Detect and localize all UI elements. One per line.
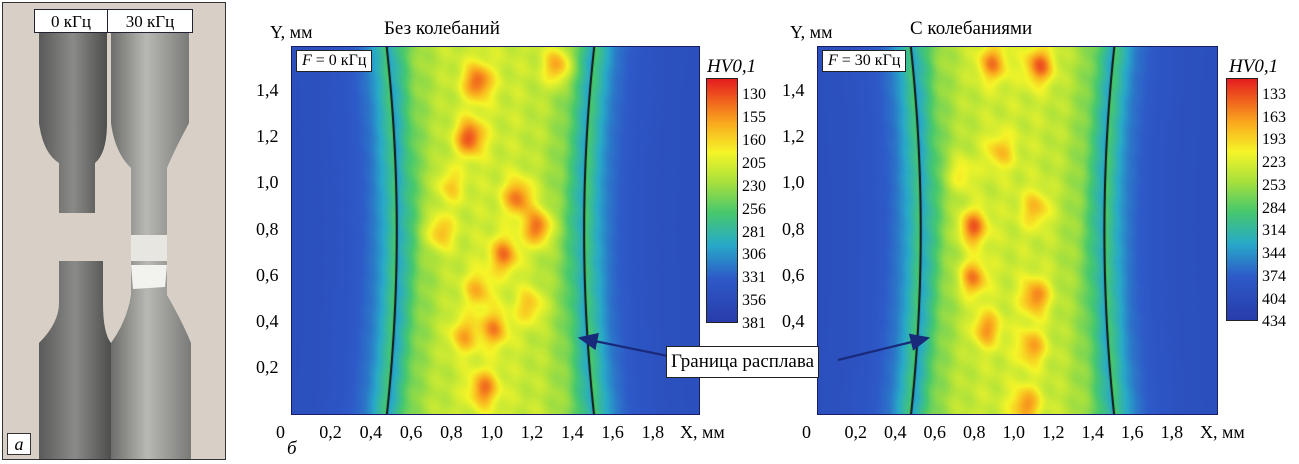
map2-colorbar-tick: 404 [1262,290,1286,308]
map1-colorbar-tick: 155 [742,108,766,126]
map2-x-axis-label: X, мм [1200,422,1245,442]
map1-y-tick: 0,8 [256,218,279,239]
map2-colorbar-tick: 344 [1262,245,1286,263]
map1-x-tick: 1,0 [480,422,503,442]
map2-x-tick: 0,6 [923,422,947,442]
map1-y-tick: 0,6 [256,264,279,285]
map1-frequency-tag: F = 0 кГц [296,50,373,72]
map2-y-tick: 1,4 [782,80,805,101]
specimen-photo-drawing [39,21,191,459]
map2-x-tick: 1,6 [1121,422,1144,442]
map2-freq-variable: F [828,52,838,69]
map1-colorbar-tick: 281 [742,223,766,241]
map1-colorbar-tick: 356 [742,292,766,310]
map2-colorbar-tick: 193 [1262,131,1286,149]
map1-colorbar-tick: 381 [742,315,766,333]
map1-hardness-map [291,46,700,415]
map2-y-tick: 1,0 [782,172,805,193]
map2-x-tick: 1,4 [1081,422,1105,442]
map1-x-axis-label: X, мм [680,422,725,442]
map2-y-axis-label: Y, мм [790,22,833,42]
map1-colorbar-tick: 160 [742,131,766,149]
map2-x-tick: 0 [802,422,811,442]
map2-y-tick: 0,8 [782,218,805,239]
map2-colorbar-tick: 374 [1262,267,1286,285]
map1-title: Без колебаний [384,18,500,39]
map1-colorbar [706,78,738,323]
map2-y-tick: 0,4 [782,310,805,331]
map2-colorbar-title: HV0,1 [1229,56,1278,78]
map2-y-tick: 0,6 [782,264,805,285]
map2-colorbar-title-text: HV0,1 [1229,56,1279,77]
map2-x-tick: 1,2 [1042,422,1065,442]
map2-colorbar-tick: 163 [1262,108,1286,126]
map2-colorbar-tick: 284 [1262,199,1286,217]
map1-x-tick: 0,6 [399,422,423,442]
map1-x-tick: 0,4 [359,422,383,442]
map1-freq-value: = 0 кГц [311,52,367,69]
map2-y-tick: 1,2 [782,126,805,147]
map1-y-tick: 0,2 [256,356,279,377]
map2-colorbar-tick: 434 [1262,313,1286,331]
map1-x-tick: 0 [276,422,285,442]
map2-freq-value: = 30 кГц [837,52,901,69]
map1-x-tick: 1,6 [601,422,624,442]
map2-title: С колебаниями [910,18,1033,39]
map1-colorbar-tick: 331 [742,269,766,287]
map2-colorbar [1226,78,1258,321]
map2-hardness-map [817,46,1218,415]
map2-frequency-tag: F = 30 кГц [822,50,907,72]
map1-y-tick: 0,4 [256,310,279,331]
map1-x-tick: 1,8 [641,422,665,442]
panel-letter-b: б [287,438,297,459]
map1-y-tick: 1,0 [256,172,279,193]
map2-x-tick: 1,0 [1002,422,1026,442]
map1-colorbar-tick: 130 [742,86,766,103]
map2-colorbar-tick: 223 [1262,154,1286,172]
map1-colorbar-tick: 306 [742,246,766,264]
map1-x-tick: 1,2 [520,422,544,442]
map2-colorbar-tick: 253 [1262,176,1286,194]
map2-colorbar-tick: 133 [1262,86,1286,103]
map2-x-tick: 1,8 [1160,422,1184,442]
map1-x-tick: 1,4 [561,422,584,442]
map2-x-tick: 0,2 [844,422,868,442]
map1-colorbar-tick: 205 [742,154,766,172]
specimen-photo: 0 кГц 30 кГц а [2,2,226,460]
fusion-boundary-callout: Граница расплава [666,346,820,378]
photo-label-30khz: 30 кГц [107,9,193,33]
map1-x-tick: 0,2 [319,422,342,442]
map2-x-tick: 0,4 [884,422,907,442]
map1-colorbar-title-text: HV0,1 [707,56,757,77]
map1-y-tick: 1,2 [256,126,279,147]
panel-letter-a: а [7,433,31,455]
map2-x-tick: 0,8 [963,422,986,442]
map1-x-tick: 0,8 [440,422,463,442]
map1-colorbar-title: HV0,1 [707,56,756,78]
map1-freq-variable: F [302,52,312,69]
map1-y-axis-label: Y, мм [270,22,313,42]
map2-colorbar-tick: 314 [1262,222,1286,240]
map1-colorbar-tick: 230 [742,177,766,195]
map1-colorbar-tick: 256 [742,200,766,218]
photo-label-0khz: 0 кГц [34,9,108,33]
map1-y-tick: 1,4 [256,80,279,101]
